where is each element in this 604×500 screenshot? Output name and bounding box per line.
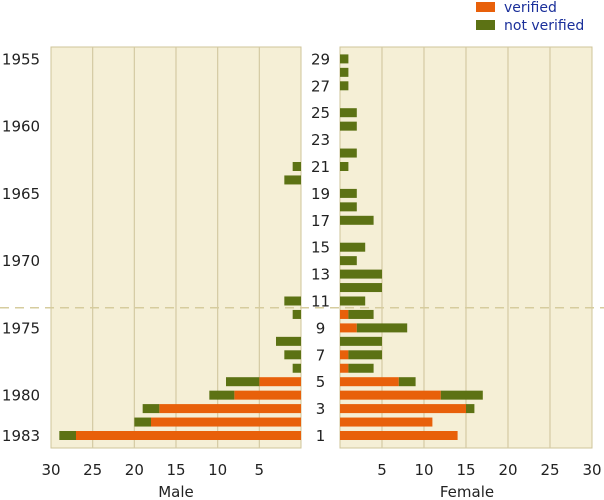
- year-label-1980: 1980: [2, 387, 40, 405]
- bar-female-not-verified-age-14: [340, 256, 357, 266]
- bar-male-not-verified-age-3: [142, 404, 160, 414]
- bar-male-not-verified-age-20: [284, 175, 301, 185]
- bar-female-not-verified-age-25: [340, 108, 357, 118]
- bar-female-not-verified-age-19: [340, 188, 357, 198]
- age-label-15: 15: [311, 239, 330, 257]
- bar-female-not-verified-age-24: [340, 121, 357, 131]
- female-x-tick-5: 5: [377, 461, 387, 479]
- year-label-1975: 1975: [2, 319, 40, 337]
- bar-female-not-verified-age-6: [348, 363, 374, 373]
- age-label-27: 27: [311, 77, 330, 95]
- year-label-1965: 1965: [2, 185, 40, 203]
- bar-female-not-verified-age-4: [440, 390, 483, 400]
- female-x-tick-15: 15: [456, 461, 475, 479]
- legend-swatch-verified: [476, 2, 495, 12]
- x-axis-tick-labels: 30 25 20 15 10 5 5 10 15 20 25 30: [41, 461, 601, 479]
- legend-label-verified: verified: [504, 0, 557, 16]
- female-x-tick-30: 30: [582, 461, 601, 479]
- grid-lines: [92, 47, 551, 448]
- y-axis-labels: 29 27 25 23 21 19 17 15 13 11 9 7 5 3 1 1955 1960 1965 197…: [2, 50, 330, 445]
- bar-female-not-verified-age-27: [340, 81, 349, 91]
- bar-male-not-verified-age-1: [59, 431, 76, 440]
- bar-female-not-verified-age-15: [340, 242, 366, 252]
- age-label-21: 21: [311, 158, 330, 176]
- bar-female-not-verified-age-7: [348, 350, 382, 360]
- bars: [59, 54, 483, 440]
- bar-male-verified-age-4: [234, 390, 301, 400]
- male-x-tick-25: 25: [83, 461, 102, 479]
- bar-male-not-verified-age-5: [226, 377, 260, 387]
- legend: verified not verified: [476, 0, 584, 34]
- female-x-tick-10: 10: [414, 461, 433, 479]
- bar-male-not-verified-age-6: [292, 363, 301, 373]
- bar-female-verified-age-10: [340, 309, 349, 319]
- bar-male-not-verified-age-21: [292, 162, 301, 171]
- bar-male-verified-age-1: [76, 431, 301, 440]
- male-x-tick-30: 30: [41, 461, 60, 479]
- bar-male-not-verified-age-4: [209, 390, 235, 400]
- bar-female-not-verified-age-11: [340, 296, 366, 306]
- bar-female-not-verified-age-22: [340, 148, 357, 158]
- bar-female-not-verified-age-5: [398, 377, 416, 387]
- bar-female-verified-age-5: [340, 377, 399, 387]
- bar-male-not-verified-age-10: [292, 309, 301, 319]
- bar-female-not-verified-age-10: [348, 309, 374, 319]
- age-label-7: 7: [316, 346, 326, 364]
- legend-label-not-verified: not verified: [504, 18, 584, 34]
- year-label-1960: 1960: [2, 118, 40, 136]
- bar-female-verified-age-9: [340, 323, 357, 333]
- bar-female-verified-age-6: [340, 363, 349, 373]
- age-label-29: 29: [311, 50, 330, 68]
- bar-female-not-verified-age-13: [340, 269, 382, 279]
- bar-male-not-verified-age-7: [284, 350, 301, 360]
- bar-female-verified-age-2: [340, 417, 433, 427]
- bar-female-not-verified-age-9: [356, 323, 408, 333]
- year-label-1955: 1955: [2, 50, 40, 68]
- bar-female-verified-age-3: [340, 404, 466, 414]
- bar-male-not-verified-age-2: [134, 417, 151, 427]
- age-label-17: 17: [311, 212, 330, 230]
- bar-female-not-verified-age-29: [340, 54, 349, 64]
- bar-female-not-verified-age-18: [340, 202, 357, 212]
- legend-swatch-not-verified: [476, 20, 495, 30]
- age-label-9: 9: [316, 319, 326, 337]
- x-axis-title-female: Female: [440, 483, 494, 500]
- bar-female-not-verified-age-12: [340, 283, 382, 293]
- year-label-1970: 1970: [2, 252, 40, 270]
- bar-male-verified-age-5: [259, 377, 301, 387]
- female-x-tick-20: 20: [498, 461, 517, 479]
- bar-female-verified-age-1: [340, 431, 458, 440]
- age-label-3: 3: [316, 400, 326, 418]
- age-label-23: 23: [311, 131, 330, 149]
- bar-male-not-verified-age-8: [276, 336, 301, 346]
- bar-female-not-verified-age-8: [340, 336, 382, 346]
- age-label-19: 19: [311, 185, 330, 203]
- bar-male-verified-age-2: [151, 417, 301, 427]
- bar-female-not-verified-age-17: [340, 215, 374, 225]
- bar-male-verified-age-3: [159, 404, 301, 414]
- bar-female-not-verified-age-21: [340, 162, 349, 171]
- male-x-tick-10: 10: [208, 461, 227, 479]
- age-label-5: 5: [316, 373, 326, 391]
- male-x-tick-20: 20: [125, 461, 144, 479]
- age-label-13: 13: [311, 266, 330, 284]
- bar-female-not-verified-age-28: [340, 67, 349, 77]
- age-label-11: 11: [311, 293, 330, 311]
- year-label-1983: 1983: [2, 427, 40, 445]
- age-label-25: 25: [311, 104, 330, 122]
- bar-female-verified-age-7: [340, 350, 349, 360]
- bar-female-verified-age-4: [340, 390, 441, 400]
- age-label-1: 1: [316, 427, 326, 445]
- bar-male-not-verified-age-11: [284, 296, 301, 306]
- x-axis-title-male: Male: [158, 483, 194, 500]
- male-x-tick-15: 15: [166, 461, 185, 479]
- female-x-tick-25: 25: [540, 461, 559, 479]
- male-x-tick-5: 5: [255, 461, 265, 479]
- bar-female-not-verified-age-3: [466, 404, 475, 414]
